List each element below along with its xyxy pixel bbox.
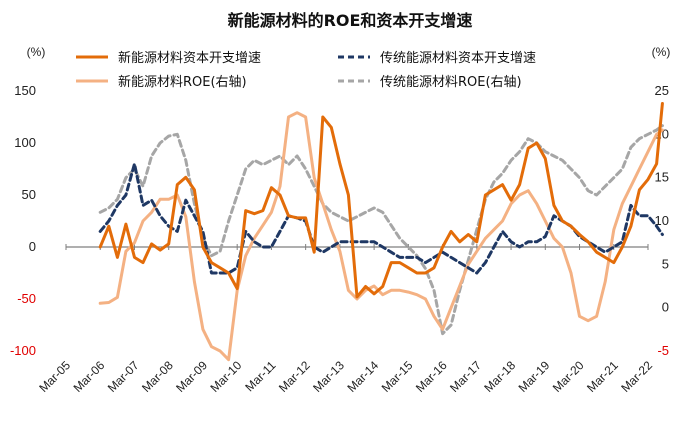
right-tick-label: 10 <box>655 213 669 228</box>
x-tick-label: Mar-17 <box>447 358 484 395</box>
x-tick-label: Mar-14 <box>344 358 381 395</box>
line-traditional-roe <box>98 124 664 336</box>
left-tick-label: 100 <box>14 135 36 150</box>
legend-label-traditional-capex: 传统能源材料资本开支增速 <box>380 51 536 66</box>
x-tick-label: Mar-21 <box>584 358 621 395</box>
left-tick-label: 150 <box>14 83 36 98</box>
right-tick-label: 15 <box>655 170 669 185</box>
x-tick-label: Mar-08 <box>139 358 176 395</box>
series-lines <box>98 102 664 362</box>
left-tick-label: 50 <box>22 187 36 202</box>
line-new-roe <box>98 111 664 362</box>
left-axis-unit: (%) <box>27 45 46 59</box>
x-tick-label: Mar-13 <box>310 358 347 395</box>
right-tick-label: -5 <box>657 343 669 358</box>
right-tick-label: 5 <box>662 256 669 271</box>
x-tick-label: Mar-22 <box>618 358 655 395</box>
x-tick-label: Mar-19 <box>516 358 553 395</box>
x-tick-label: Mar-06 <box>71 358 108 395</box>
x-tick-label: Mar-16 <box>413 358 450 395</box>
legend-label-traditional-roe: 传统能源材料ROE(右轴) <box>380 75 522 90</box>
x-tick-label: Mar-20 <box>550 358 587 395</box>
x-tick-label: Mar-18 <box>481 358 518 395</box>
right-tick-label: 25 <box>655 83 669 98</box>
x-tick-label: Mar-12 <box>276 358 313 395</box>
legend-label-new-roe: 新能源材料ROE(右轴) <box>118 74 247 90</box>
left-tick-label: -50 <box>17 291 36 306</box>
axes: -100-50050100150-50510152025Mar-05Mar-06… <box>10 83 669 395</box>
line-new-capex <box>98 102 664 299</box>
right-tick-label: 0 <box>662 300 669 315</box>
chart-title: 新能源材料的ROE和资本开支增速 <box>228 11 473 30</box>
right-axis-unit: (%) <box>652 45 671 59</box>
x-tick-label: Mar-05 <box>36 358 73 395</box>
x-tick-label: Mar-15 <box>379 358 416 395</box>
legend-label-new-capex: 新能源材料资本开支增速 <box>118 50 261 66</box>
x-tick-label: Mar-07 <box>105 358 142 395</box>
left-tick-label: -100 <box>10 343 36 358</box>
legend: 新能源材料资本开支增速 传统能源材料资本开支增速 新能源材料ROE(右轴) 传统… <box>76 50 536 90</box>
x-tick-label: Mar-09 <box>173 358 210 395</box>
left-tick-label: 0 <box>29 239 36 254</box>
x-tick-label: Mar-11 <box>242 358 278 394</box>
x-tick-label: Mar-10 <box>208 358 245 395</box>
